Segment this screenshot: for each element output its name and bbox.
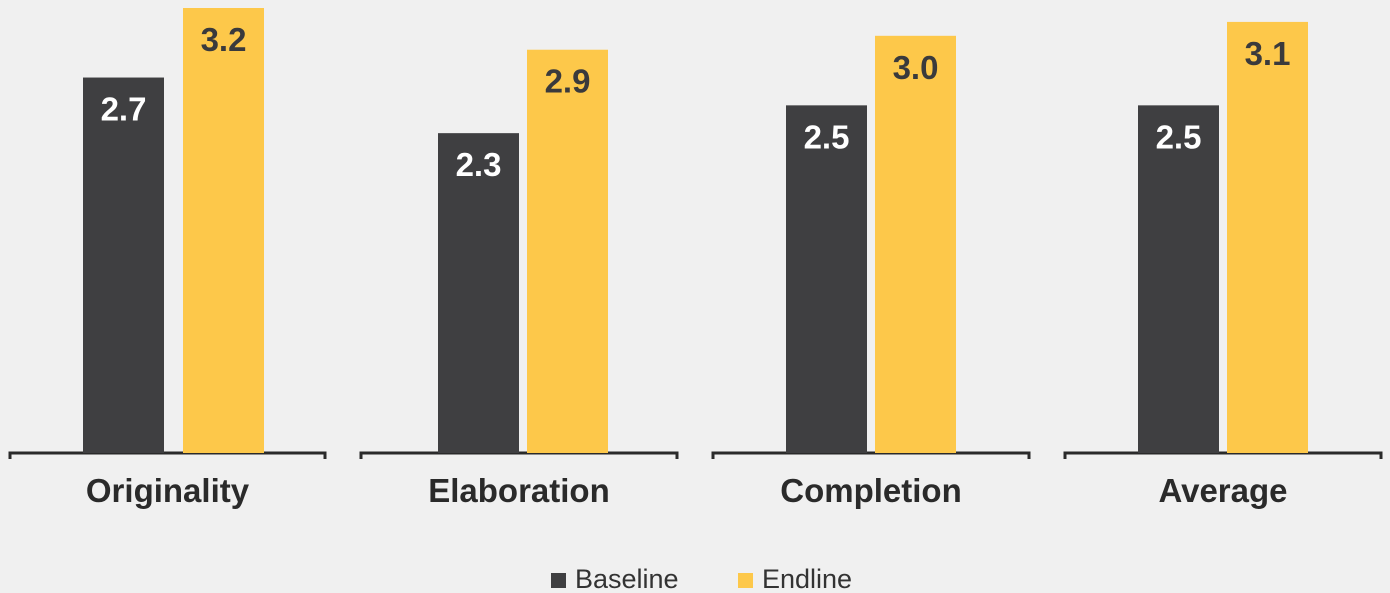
bar-baseline-completion xyxy=(786,105,867,453)
category-label-average: Average xyxy=(1158,472,1287,509)
axis-baselines xyxy=(8,451,1383,459)
bar-baseline-average xyxy=(1138,105,1219,453)
legend-label-baseline: Baseline xyxy=(575,564,679,593)
value-label-endline-average: 3.1 xyxy=(1245,35,1291,72)
value-label-endline-elaboration: 2.9 xyxy=(545,63,591,100)
category-labels: Originality Elaboration Completion Average xyxy=(86,472,1288,509)
bar-endline-completion xyxy=(875,35,956,453)
value-label-baseline-completion: 2.5 xyxy=(804,118,850,155)
bar-endline-average xyxy=(1227,21,1308,453)
value-label-baseline-elaboration: 2.3 xyxy=(456,146,502,183)
bar-baseline-elaboration xyxy=(438,133,519,453)
category-label-originality: Originality xyxy=(86,472,250,509)
axis-line-average xyxy=(1063,451,1383,459)
value-labels: 2.7 3.2 2.3 2.9 2.5 3.0 2.5 3.1 xyxy=(101,21,1291,183)
value-label-endline-completion: 3.0 xyxy=(893,49,939,86)
legend-swatch-baseline xyxy=(551,573,566,588)
legend-label-endline: Endline xyxy=(762,564,852,593)
category-label-elaboration: Elaboration xyxy=(428,472,610,509)
bar-endline-originality xyxy=(183,8,264,453)
bar-baseline-originality xyxy=(83,77,164,453)
axis-line-originality xyxy=(8,451,327,459)
value-label-endline-originality: 3.2 xyxy=(201,21,247,58)
axis-line-completion xyxy=(711,451,1031,459)
bar-endline-elaboration xyxy=(527,49,608,453)
legend: Baseline Endline xyxy=(551,564,852,593)
legend-swatch-endline xyxy=(738,573,753,588)
axis-line-elaboration xyxy=(359,451,679,459)
bars xyxy=(83,8,1308,453)
category-label-completion: Completion xyxy=(780,472,961,509)
value-label-baseline-average: 2.5 xyxy=(1156,118,1202,155)
value-label-baseline-originality: 2.7 xyxy=(101,91,147,128)
